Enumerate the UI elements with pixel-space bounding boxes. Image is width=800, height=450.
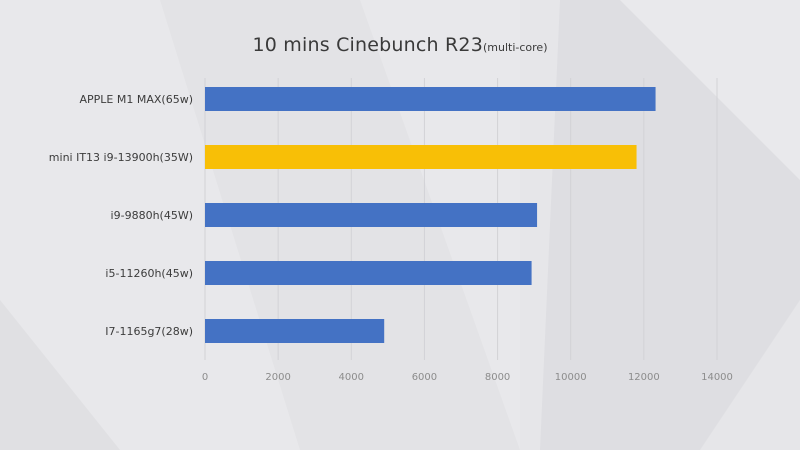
bar-4 — [205, 261, 532, 285]
x-tick-label: 2000 — [265, 372, 290, 383]
x-tick-label: 10000 — [555, 372, 587, 383]
x-tick-label: 12000 — [628, 372, 660, 383]
bar-3 — [205, 203, 538, 227]
chart-title-subtitle: (multi-core) — [483, 41, 548, 54]
category-label: i5-11260h(45w) — [105, 267, 193, 280]
bar-2 — [205, 145, 637, 169]
x-axis-tick-labels: 0 2000 4000 6000 8000 10000 12000 14000 — [202, 372, 733, 383]
category-label: I7-1165g7(28w) — [105, 325, 193, 338]
category-label: APPLE M1 MAX(65w) — [80, 93, 193, 106]
category-labels: APPLE M1 MAX(65w) mini IT13 i9-13900h(35W… — [49, 93, 193, 338]
x-tick-label: 14000 — [701, 372, 733, 383]
x-tick-label: 0 — [202, 372, 208, 383]
chart-title: 10 mins Cinebunch R23(multi-core) — [0, 34, 800, 56]
bar-5 — [205, 319, 385, 343]
x-tick-label: 6000 — [412, 372, 437, 383]
category-label: i9-9880h(45W) — [111, 209, 193, 222]
x-tick-label: 4000 — [339, 372, 364, 383]
category-label: mini IT13 i9-13900h(35W) — [49, 151, 193, 164]
bar-1 — [205, 87, 656, 111]
chart-title-main: 10 mins Cinebunch R23 — [252, 34, 483, 56]
x-tick-label: 8000 — [485, 372, 510, 383]
bars — [205, 87, 656, 343]
